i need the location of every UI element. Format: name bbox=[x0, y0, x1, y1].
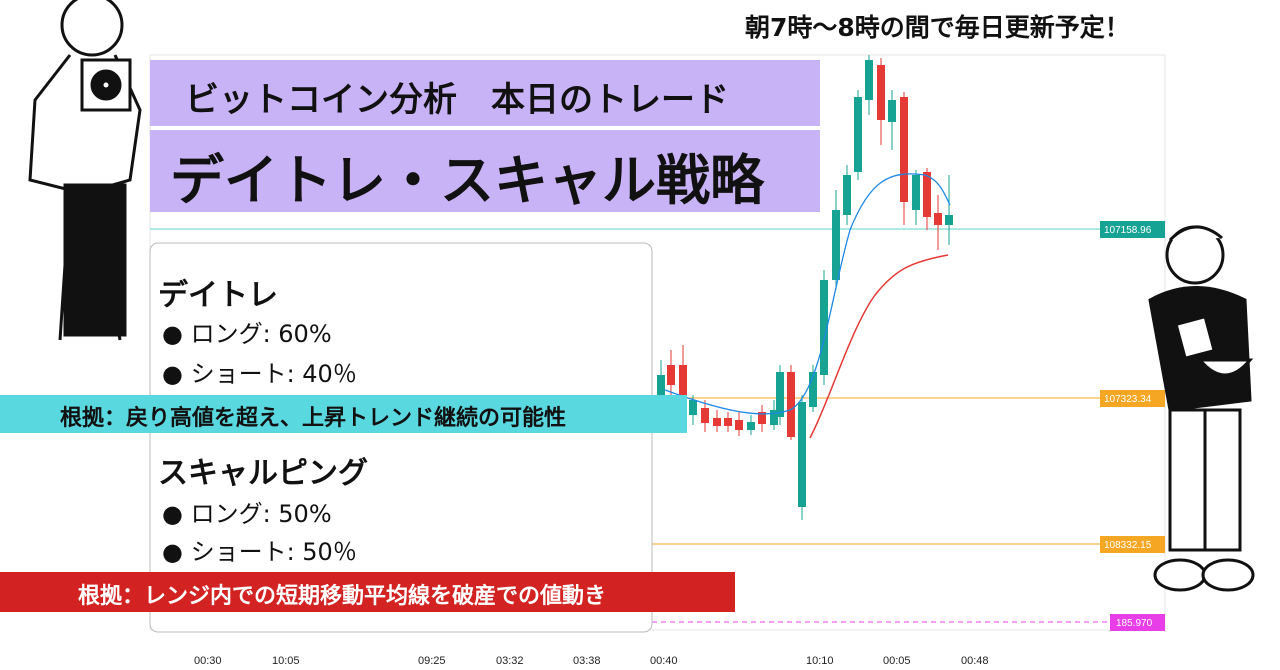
price-tag bbox=[1100, 390, 1165, 407]
time-label: 10:10 bbox=[806, 655, 834, 667]
moving-average bbox=[664, 173, 951, 415]
time-label: 00:40 bbox=[650, 655, 678, 667]
section-item: ● ショート: 50％ bbox=[162, 538, 357, 566]
price-tag-label: 107158.96 bbox=[1104, 225, 1152, 236]
price-tag-label: 108332.15 bbox=[1104, 540, 1152, 551]
section-item: ● ロング: 60% bbox=[162, 320, 332, 348]
time-label: 00:05 bbox=[883, 655, 911, 667]
schedule: 朝7時〜8時の間で毎日更新予定！ bbox=[745, 13, 1130, 42]
left-character bbox=[28, 0, 142, 341]
title-line2: デイトレ・スキャル戦略 bbox=[170, 149, 764, 212]
moving-average bbox=[809, 254, 949, 439]
time-label: 10:05 bbox=[272, 655, 300, 667]
time-label: 09:25 bbox=[418, 655, 446, 667]
title-box bbox=[150, 60, 820, 126]
right-character bbox=[1148, 225, 1255, 592]
price-tag-label: 185.970 bbox=[1116, 618, 1153, 629]
time-label: 00:48 bbox=[961, 655, 989, 667]
section-title: スキャルピング bbox=[158, 456, 368, 491]
price-tag bbox=[1110, 614, 1165, 631]
time-label: 00:30 bbox=[194, 655, 222, 667]
price-tag bbox=[1100, 221, 1165, 238]
price-tag-label: 107323.34 bbox=[1104, 394, 1152, 405]
info-panel bbox=[149, 242, 653, 633]
candles bbox=[657, 55, 953, 520]
section-title: デイトレ bbox=[158, 278, 278, 313]
price-tag bbox=[1100, 536, 1165, 553]
basis-banner bbox=[0, 395, 687, 433]
basis-banner bbox=[0, 572, 735, 612]
title-line1: ビットコイン分析 本日のトレード bbox=[185, 80, 729, 120]
section-item: ● ショート: 40％ bbox=[162, 360, 357, 388]
time-label: 03:32 bbox=[496, 655, 524, 667]
basis-text: 根拠：レンジ内での短期移動平均線を破産での値動き bbox=[78, 584, 607, 609]
section-item: ● ロング: 50% bbox=[162, 500, 332, 528]
basis-text: 根拠：戻り高値を超え、上昇トレンド継続の可能性 bbox=[60, 406, 567, 431]
time-label: 03:38 bbox=[573, 655, 601, 667]
title-box bbox=[150, 130, 820, 212]
